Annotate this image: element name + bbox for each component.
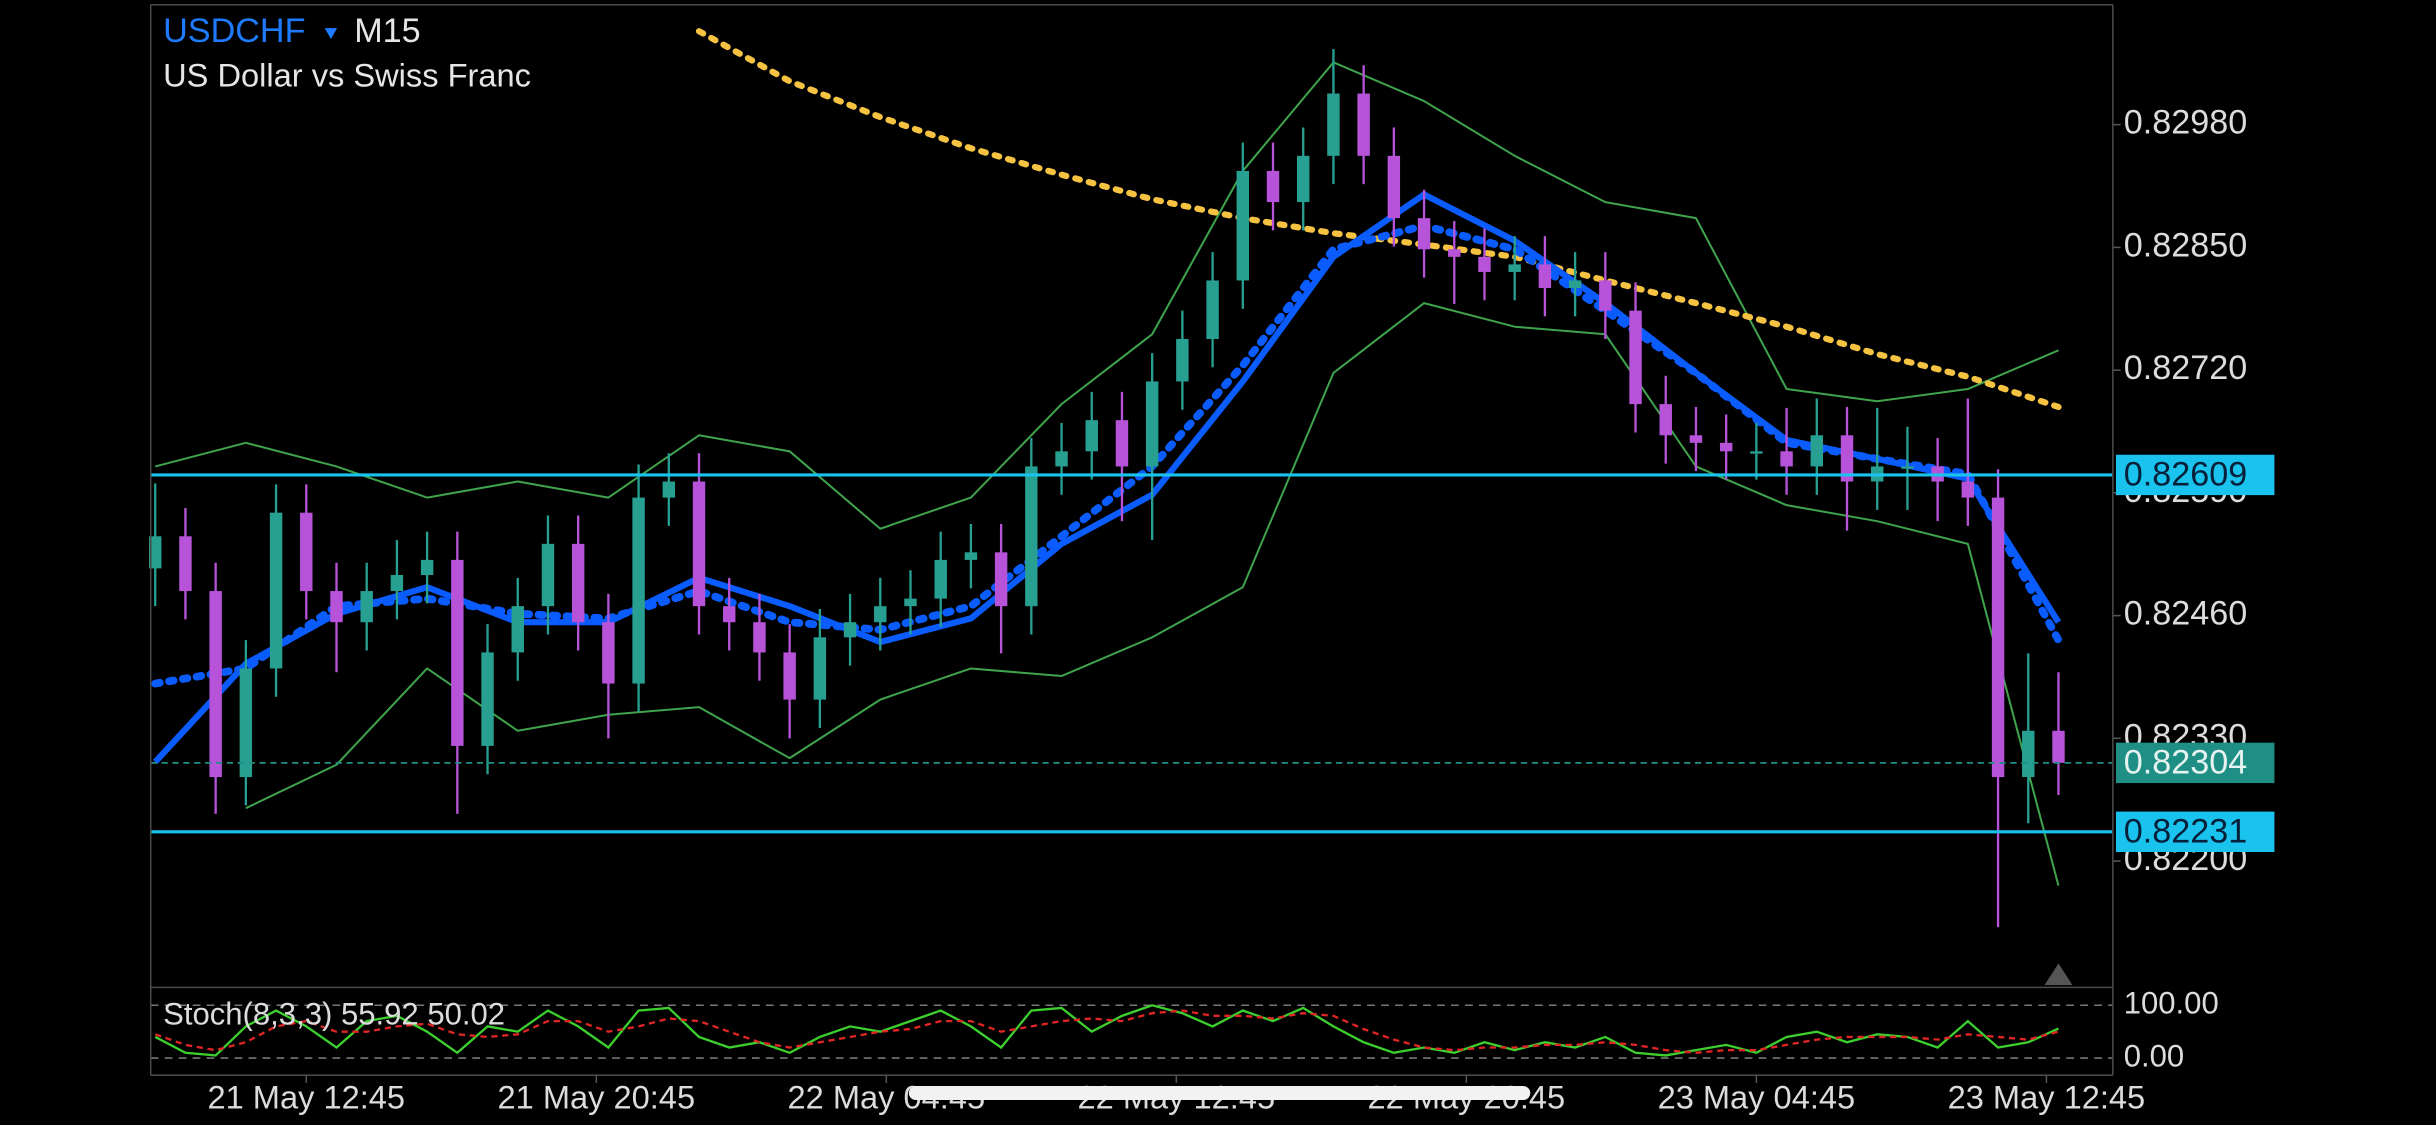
candle-body bbox=[541, 543, 555, 607]
candle-body bbox=[1266, 170, 1280, 203]
candle-body bbox=[1327, 93, 1340, 156]
candle-body bbox=[511, 606, 524, 653]
plot-layer bbox=[149, 28, 2121, 1083]
instrument-title: US Dollar vs Swiss Franc bbox=[163, 56, 531, 93]
candle-body bbox=[662, 481, 676, 498]
symbol[interactable]: USDCHF bbox=[163, 12, 305, 50]
candle-body bbox=[1055, 451, 1068, 467]
price-level-box bbox=[2115, 454, 2275, 496]
x-tick-label: 21 May 20:45 bbox=[497, 1079, 695, 1116]
candle-body bbox=[1085, 420, 1098, 452]
candle-body bbox=[1538, 264, 1552, 288]
candle-body bbox=[934, 559, 947, 599]
candle-body bbox=[1719, 442, 1733, 452]
candle-body bbox=[1176, 338, 1189, 382]
candle-body bbox=[420, 559, 434, 576]
candle-body bbox=[269, 512, 283, 669]
candle-body bbox=[149, 536, 162, 569]
candle-body bbox=[1387, 155, 1401, 219]
candle-body bbox=[1236, 170, 1250, 281]
candle-body bbox=[1750, 451, 1763, 454]
y-tick-label: 0.00 bbox=[2124, 1038, 2184, 1073]
candle-body bbox=[602, 622, 615, 684]
timeframe[interactable]: M15 bbox=[354, 12, 420, 50]
candle-body bbox=[753, 622, 766, 653]
x-tick-label: 23 May 12:45 bbox=[1948, 1079, 2146, 1116]
candle-body bbox=[783, 652, 796, 700]
price-level-label: 0.82231 bbox=[2124, 812, 2247, 850]
candle-body bbox=[874, 606, 887, 623]
current-price-box bbox=[2115, 742, 2275, 784]
candle-body bbox=[1689, 435, 1703, 443]
symbol-selector[interactable]: USDCHF bbox=[163, 12, 338, 50]
candle-body bbox=[1115, 420, 1129, 467]
y-tick-label: 0.82720 bbox=[2124, 349, 2247, 387]
oscillator-line bbox=[154, 1009, 2059, 1054]
price-level-label: 0.82609 bbox=[2124, 456, 2247, 494]
candle-body bbox=[1206, 280, 1219, 339]
candle-body bbox=[571, 543, 585, 623]
candle-body bbox=[1417, 218, 1431, 250]
candle-body bbox=[1357, 93, 1370, 156]
candle-body bbox=[2052, 730, 2065, 763]
candle-body bbox=[300, 512, 313, 592]
candle-body bbox=[813, 637, 827, 700]
candle-body bbox=[1780, 451, 1793, 467]
candle-body bbox=[723, 606, 736, 623]
oscillator-line bbox=[154, 1004, 2059, 1057]
scroll-marker[interactable] bbox=[2044, 963, 2073, 986]
candle-body bbox=[390, 575, 404, 592]
candle-body bbox=[1025, 466, 1038, 607]
current-price-label: 0.82304 bbox=[2124, 743, 2247, 781]
price-level-box bbox=[2115, 811, 2275, 852]
candle-body bbox=[843, 622, 857, 638]
candle-body bbox=[1448, 249, 1461, 257]
dropdown-arrow[interactable] bbox=[324, 28, 338, 39]
candle-body bbox=[1599, 280, 1612, 311]
candle-body bbox=[1840, 435, 1854, 482]
indicator-line bbox=[154, 61, 2059, 530]
y-tick-label: 100.00 bbox=[2124, 985, 2219, 1020]
candle-body bbox=[1991, 497, 2005, 778]
candle-body bbox=[481, 652, 494, 746]
y-tick-label: 0.82460 bbox=[2124, 595, 2247, 633]
candle-body bbox=[1508, 264, 1521, 272]
candle-body bbox=[239, 668, 253, 778]
x-tick-label: 23 May 04:45 bbox=[1658, 1079, 1856, 1116]
candle-body bbox=[1961, 481, 1975, 498]
y-tick-label: 0.82850 bbox=[2124, 226, 2247, 264]
indicator-line bbox=[152, 191, 2062, 765]
candle-body bbox=[360, 591, 373, 623]
candle-body bbox=[904, 598, 917, 607]
indicator-line bbox=[245, 302, 2060, 886]
candle-body bbox=[1810, 435, 1824, 467]
candle-body bbox=[1629, 310, 1642, 405]
candle-body bbox=[330, 591, 343, 623]
candle-body bbox=[1659, 404, 1672, 436]
stoch-label: Stoch(8,3,3) 55.92 50.02 bbox=[163, 996, 505, 1031]
candle-body bbox=[179, 536, 192, 592]
label-layer: 0.829800.828500.827200.825900.824600.823… bbox=[207, 104, 2275, 1116]
candle-body bbox=[209, 591, 222, 778]
candle-body bbox=[964, 552, 978, 560]
candle-body bbox=[1478, 256, 1491, 272]
home-indicator bbox=[908, 1086, 1531, 1101]
candle-body bbox=[632, 497, 645, 684]
candle-body bbox=[1145, 381, 1159, 467]
candle-body bbox=[1297, 155, 1310, 203]
candle-body bbox=[994, 552, 1008, 607]
y-tick-label: 0.82980 bbox=[2124, 104, 2247, 142]
candle-body bbox=[1901, 466, 1914, 469]
candle-body bbox=[692, 481, 706, 607]
candle-body bbox=[2022, 730, 2035, 778]
x-tick-label: 21 May 12:45 bbox=[207, 1079, 405, 1116]
candle-body bbox=[1568, 280, 1582, 288]
candle-body bbox=[451, 559, 464, 746]
